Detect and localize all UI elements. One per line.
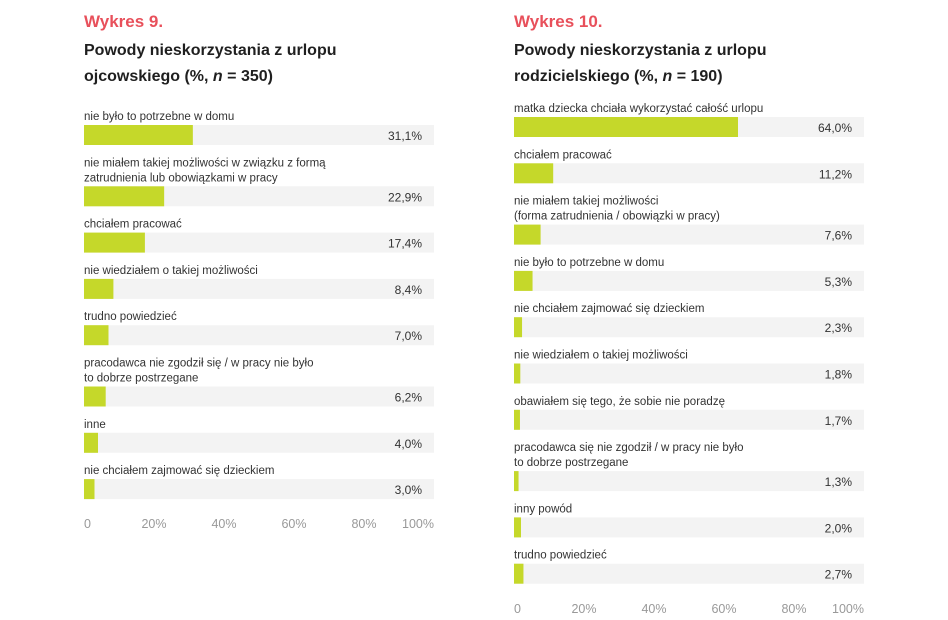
value-label: 22,9% xyxy=(388,190,422,204)
category-label: trudno powiedzieć xyxy=(84,311,177,323)
bar-chart-10: matka dziecka chciała wykorzystać całość… xyxy=(514,103,864,616)
bar-track xyxy=(514,409,864,430)
bar-chart-9: nie było to potrzebne w domu 31,1% nie mia… xyxy=(84,111,434,531)
chart-title: Powody nieskorzystania z urlopu ojcowski… xyxy=(84,38,434,90)
chart-number: Wykres 9. xyxy=(84,12,164,31)
value-label: 6,2% xyxy=(395,391,423,405)
value-label: 5,3% xyxy=(825,275,853,289)
category-label: obawiałem się tego, że sobie nie poradzę xyxy=(514,396,725,408)
bar xyxy=(84,278,114,299)
bar-track xyxy=(514,163,864,184)
x-tick-label: 40% xyxy=(211,517,236,531)
bar-track xyxy=(84,232,434,253)
value-label: 7,0% xyxy=(395,329,423,343)
category-label: chciałem pracować xyxy=(514,149,612,161)
bar xyxy=(514,117,738,137)
x-tick-label: 0 xyxy=(84,517,91,531)
bar xyxy=(84,232,145,253)
bar xyxy=(514,224,541,245)
x-tick-label: 20% xyxy=(571,602,596,616)
category-label: to dobrze postrzegane xyxy=(514,457,628,469)
bar-track xyxy=(514,317,864,338)
category-label: nie było to potrzebne w domu xyxy=(514,257,664,269)
chart-title-end: = 350) xyxy=(222,68,273,85)
category-label: chciałem pracować xyxy=(84,219,182,231)
value-label: 31,1% xyxy=(388,129,422,143)
category-label: zatrudnienia lub obowiązkami w pracy xyxy=(84,172,278,184)
bar-track xyxy=(514,363,864,384)
chart-title-text: Powody nieskorzystania z urlopu rodzicie… xyxy=(514,42,767,85)
bar-track xyxy=(514,563,864,584)
category-label: nie miałem takiej możliwości w związku z… xyxy=(84,157,326,169)
bar xyxy=(84,386,106,407)
chart-title-n: n xyxy=(662,68,673,85)
bar xyxy=(514,409,520,430)
category-label: trudno powiedzieć xyxy=(514,550,607,562)
value-label: 8,4% xyxy=(395,283,423,297)
value-label: 1,3% xyxy=(825,475,853,489)
bar xyxy=(84,125,193,145)
value-label: 4,0% xyxy=(395,437,423,451)
value-label: 3,0% xyxy=(395,483,423,497)
bar-track xyxy=(514,224,864,245)
bar-track xyxy=(514,471,864,492)
value-label: 2,3% xyxy=(825,321,853,335)
category-label: nie miałem takiej możliwości xyxy=(514,196,658,208)
category-label: pracodawca się nie zgodził / w pracy nie… xyxy=(514,442,743,454)
value-label: 1,8% xyxy=(825,368,853,382)
bar xyxy=(514,563,524,584)
bar xyxy=(514,363,521,384)
category-label: to dobrze postrzegane xyxy=(84,373,198,385)
bar xyxy=(514,270,533,291)
chart-title-end: = 190) xyxy=(672,68,723,85)
category-label: nie chciałem zajmować się dzieckiem xyxy=(84,465,274,477)
x-tick-label: 40% xyxy=(641,602,666,616)
bar xyxy=(84,432,98,453)
bar xyxy=(84,186,165,207)
x-tick-label: 80% xyxy=(781,602,806,616)
bar xyxy=(514,163,554,184)
chart-number: Wykres 10. xyxy=(514,12,603,31)
category-label: (forma zatrudnienia / obowiązki w pracy) xyxy=(514,211,720,223)
category-label: inny powód xyxy=(514,503,572,515)
value-label: 17,4% xyxy=(388,237,422,251)
value-label: 11,2% xyxy=(819,167,852,181)
bar xyxy=(514,471,519,492)
category-label: nie chciałem zajmować się dzieckiem xyxy=(514,303,704,315)
bar-track xyxy=(84,479,434,500)
chart-title-text: Powody nieskorzystania z urlopu ojcowski… xyxy=(84,42,337,85)
bar xyxy=(84,325,109,346)
value-label: 7,6% xyxy=(825,229,853,243)
x-tick-label: 60% xyxy=(281,517,306,531)
category-label: nie wiedziałem o takiej możliwości xyxy=(84,265,258,277)
x-tick-label: 80% xyxy=(351,517,376,531)
x-tick-label: 60% xyxy=(711,602,736,616)
bar xyxy=(514,317,523,338)
category-label: inne xyxy=(84,419,106,431)
bar-track xyxy=(514,517,864,538)
bar-track xyxy=(84,386,434,407)
x-tick-label: 0 xyxy=(514,602,521,616)
value-label: 1,7% xyxy=(825,414,853,428)
chart-title-n: n xyxy=(212,68,223,85)
bar-track xyxy=(514,270,864,291)
x-tick-label: 100% xyxy=(832,602,864,616)
bar xyxy=(84,479,95,500)
value-label: 2,0% xyxy=(825,521,853,535)
category-label: nie było to potrzebne w domu xyxy=(84,111,234,123)
x-tick-label: 20% xyxy=(141,517,166,531)
category-label: pracodawca nie zgodził się / w pracy nie… xyxy=(84,358,313,370)
bar-track xyxy=(84,325,434,346)
category-label: matka dziecka chciała wykorzystać całość… xyxy=(514,103,763,115)
category-label: nie wiedziałem o takiej możliwości xyxy=(514,350,688,362)
chart-title: Powody nieskorzystania z urlopu rodzicie… xyxy=(514,38,864,90)
value-label: 64,0% xyxy=(818,121,852,135)
bar xyxy=(514,517,521,538)
value-label: 2,7% xyxy=(825,568,853,582)
x-tick-label: 100% xyxy=(402,517,434,531)
bar-track xyxy=(84,432,434,453)
bar-track xyxy=(84,278,434,299)
bar-track xyxy=(84,186,434,207)
